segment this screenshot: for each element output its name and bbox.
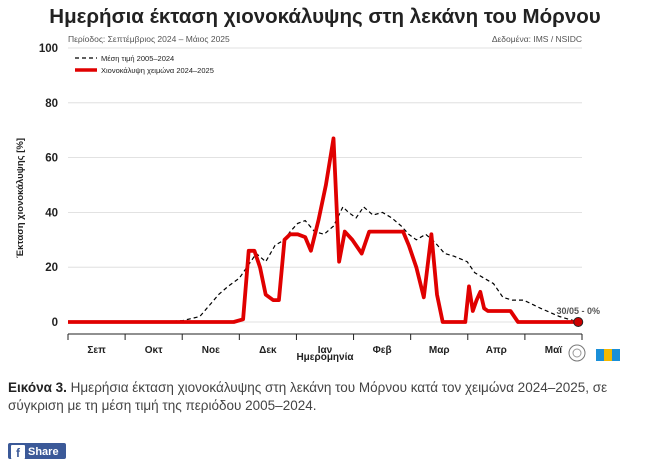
y-tick-label: 60 (45, 153, 58, 165)
y-tick-label: 80 (45, 98, 58, 110)
ims-logo (568, 344, 586, 362)
x-tick-label: Οκτ (145, 345, 163, 356)
y-tick-label: 0 (52, 317, 58, 329)
chart-subtitle: Περίοδος: Σεπτέμβριος 2024 – Μάιος 2025 (68, 34, 230, 44)
end-point-marker (573, 317, 584, 327)
x-tick-label: Φεβ (373, 345, 392, 356)
x-tick-label: Απρ (486, 345, 507, 356)
y-axis-label: Έκταση χιονοκάλυψης [%] (15, 138, 26, 258)
x-tick-label: Μαϊ (545, 345, 562, 356)
y-tick-label: 40 (45, 207, 58, 219)
facebook-icon: f (11, 445, 25, 460)
figure-caption: Εικόνα 3. Ημερήσια έκταση χιονοκάλυψης σ… (8, 379, 648, 415)
chart-source: Δεδομένα: IMS / NSIDC (492, 34, 582, 44)
meteo-logo (596, 349, 620, 361)
legend-season-label: Χιονοκάλυψη χειμώνα 2024–2025 (101, 66, 214, 75)
share-button[interactable]: f Share (8, 443, 66, 460)
end-annotation: 30/05 - 0% (556, 306, 600, 316)
series-group (68, 136, 584, 327)
x-tick-label: Ιαν (318, 345, 333, 356)
legend-mean-label: Μέση τιμή 2005–2024 (101, 54, 174, 63)
share-label: Share (28, 446, 59, 458)
x-tick-label: Δεκ (259, 345, 277, 356)
axes: 0 20 40 60 80 100 Σεπ Οκτ Νοε Δεκ Ιαν Φεβ Μαρ Απρ Μαϊ (39, 43, 583, 356)
x-tick-label: Νοε (202, 345, 220, 356)
legend: Μέση τιμή 2005–2024 Χιονοκάλυψη χειμώνα … (75, 54, 214, 75)
x-tick-label: Μαρ (429, 345, 450, 356)
series-line-season-2024-2025 (68, 136, 579, 324)
x-axis-label: Ημερομηνία (296, 352, 354, 363)
series-line-mean (68, 205, 579, 323)
grid (68, 47, 582, 323)
y-tick-label: 20 (45, 262, 58, 274)
y-tick-label: 100 (39, 43, 58, 55)
caption-label: Εικόνα 3. (8, 380, 67, 395)
caption-text: Ημερήσια έκταση χιονοκάλυψης στη λεκάνη … (8, 380, 608, 413)
snow-cover-chart: Ημερήσια έκταση χιονοκάλυψης στη λεκάνη … (15, 5, 620, 363)
x-tick-label: Σεπ (87, 345, 106, 356)
chart-title: Ημερήσια έκταση χιονοκάλυψης στη λεκάνη … (49, 5, 600, 28)
